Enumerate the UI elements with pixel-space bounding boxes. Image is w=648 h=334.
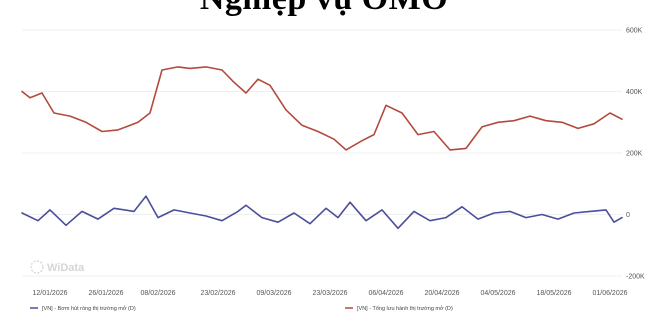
x-tick-label: 26/01/2026 bbox=[88, 290, 123, 297]
y-tick-label: -200K bbox=[626, 274, 645, 281]
series-line-2 bbox=[21, 66, 623, 151]
y-tick-label: 600K bbox=[626, 28, 643, 35]
x-axis: 12/01/2026 26/01/2026 08/02/2026 23/02/2026… bbox=[32, 290, 627, 297]
x-tick-label: 18/05/2026 bbox=[536, 290, 571, 297]
y-tick-label: 200K bbox=[626, 151, 643, 158]
widata-logo-icon bbox=[30, 260, 44, 274]
x-tick-label: 20/04/2026 bbox=[424, 290, 459, 297]
x-tick-label: 08/02/2026 bbox=[140, 290, 175, 297]
chart-title: Nghiệp vụ OMO bbox=[0, 0, 648, 18]
watermark-text: WiData bbox=[47, 262, 85, 274]
x-tick-label: 12/01/2026 bbox=[32, 290, 67, 297]
y-axis: 600K 400K 200K 0 -200K bbox=[626, 28, 645, 281]
legend-label: [VN] - Tổng lưu hành thị trường mở (D) bbox=[357, 305, 453, 312]
series-layer bbox=[21, 66, 623, 230]
watermark: WiData bbox=[30, 260, 85, 274]
x-tick-label: 23/02/2026 bbox=[200, 290, 235, 297]
legend-label: [VN] - Bơm hút ròng thị trường mở (D) bbox=[42, 305, 136, 312]
x-tick-label: 09/03/2026 bbox=[256, 290, 291, 297]
y-tick-label: 400K bbox=[626, 89, 643, 96]
y-tick-label: 0 bbox=[626, 212, 630, 219]
x-tick-label: 01/06/2026 bbox=[592, 290, 627, 297]
grid bbox=[22, 29, 622, 277]
legend: [VN] - Bơm hút ròng thị trường mở (D) [VN… bbox=[30, 305, 453, 312]
x-tick-label: 23/03/2026 bbox=[312, 290, 347, 297]
x-tick-label: 04/05/2026 bbox=[480, 290, 515, 297]
series-line-1 bbox=[21, 195, 623, 230]
x-tick-label: 06/04/2026 bbox=[368, 290, 403, 297]
